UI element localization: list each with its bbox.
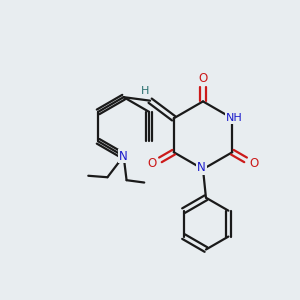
Text: H: H bbox=[141, 86, 149, 96]
Text: N: N bbox=[197, 161, 206, 174]
Text: O: O bbox=[148, 157, 157, 170]
Text: NH: NH bbox=[225, 113, 242, 123]
Text: N: N bbox=[119, 149, 128, 163]
Text: O: O bbox=[198, 72, 208, 85]
Text: O: O bbox=[249, 157, 259, 170]
